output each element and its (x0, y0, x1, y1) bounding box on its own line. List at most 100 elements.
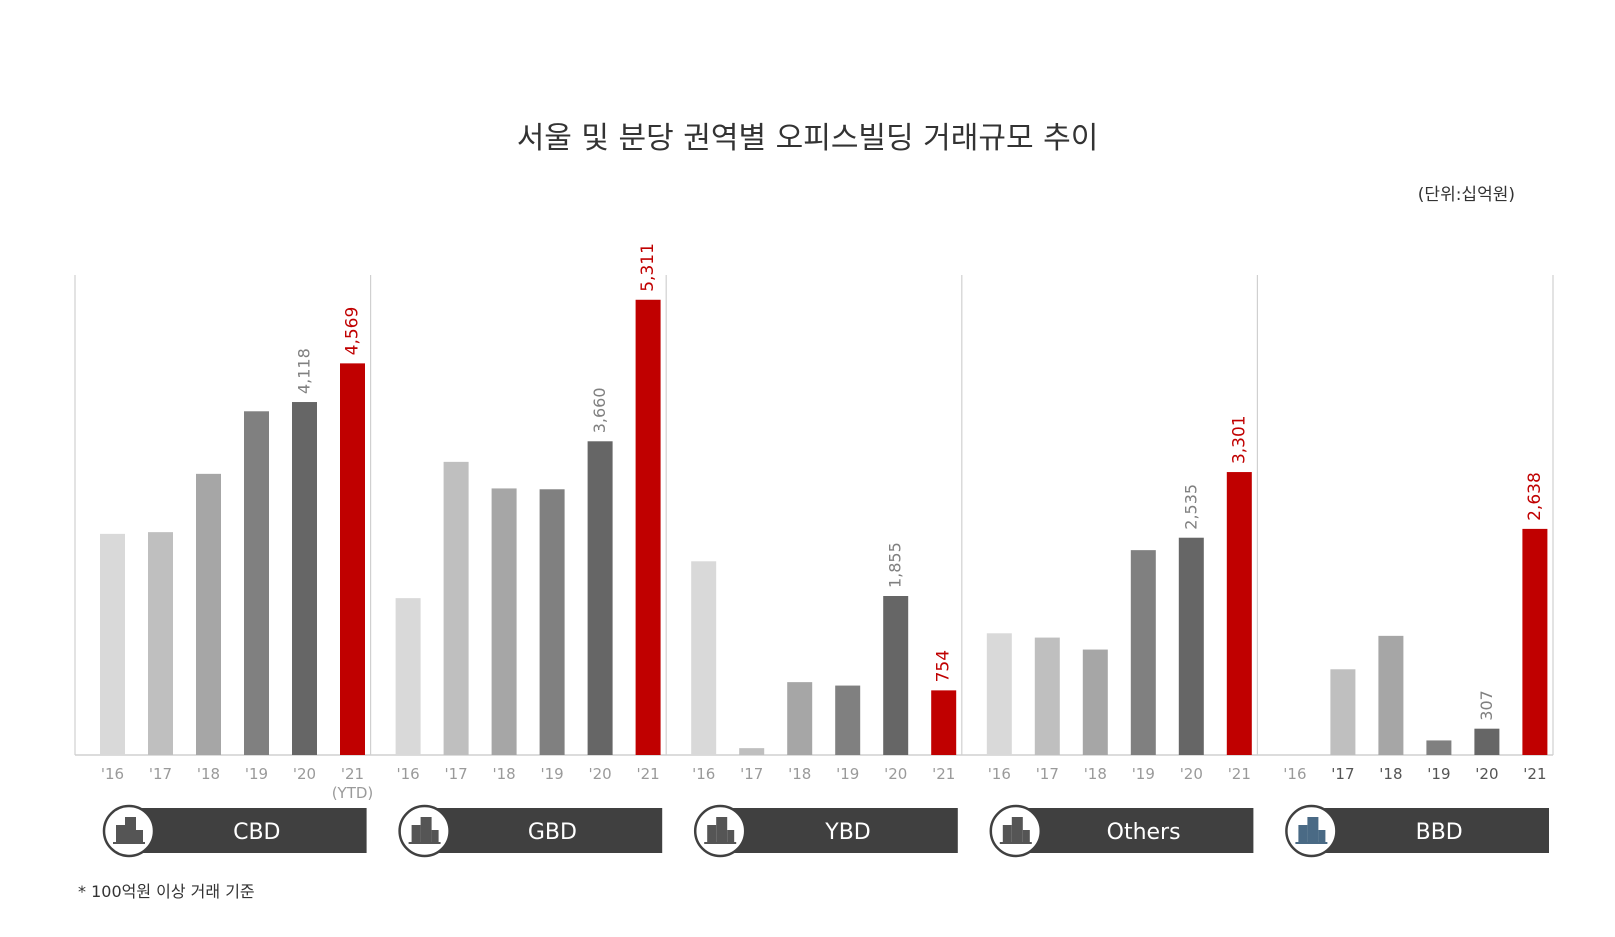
data-label: 1,855 (886, 542, 905, 588)
bar (587, 441, 613, 755)
building-icon-part (716, 817, 728, 843)
unit-label: (단위:십억원) (1417, 185, 1515, 205)
x-tick-sublabel: (YTD) (332, 784, 374, 802)
bar (100, 533, 125, 755)
x-tick-label: '17 (1331, 765, 1354, 783)
data-label: 4,118 (295, 348, 314, 394)
x-tick-label: '20 (293, 765, 316, 783)
bar (691, 561, 717, 755)
x-tick-label: '21 (1228, 765, 1251, 783)
bar (196, 473, 221, 755)
bar (931, 690, 957, 755)
x-tick-label: '16 (396, 765, 419, 783)
x-tick-label: '19 (1132, 765, 1155, 783)
bar (491, 488, 517, 755)
region-label: BBD (1416, 820, 1463, 845)
x-tick-label: '21 (341, 765, 364, 783)
region-tab (422, 808, 663, 853)
x-tick-label: '17 (444, 765, 467, 783)
x-tick-label: '18 (492, 765, 515, 783)
bar (1522, 528, 1548, 755)
bar (443, 461, 469, 755)
x-tick-label: '21 (636, 765, 659, 783)
building-icon-part (116, 825, 125, 843)
bar (292, 402, 317, 755)
data-label: 2,535 (1181, 484, 1200, 530)
building-icon-part (1022, 830, 1030, 843)
x-tick-label: '17 (1036, 765, 1059, 783)
x-tick-label: '20 (1475, 765, 1498, 783)
building-icon-part (707, 825, 717, 843)
data-label: 3,660 (590, 387, 609, 433)
bar (835, 685, 861, 755)
region-tab (1309, 808, 1549, 853)
chart-title: 서울 및 분당 권역별 오피스빌딩 거래규모 추이 (516, 121, 1099, 156)
x-tick-label: '18 (197, 765, 220, 783)
region-label: GBD (528, 820, 577, 845)
building-icon-part (411, 825, 421, 843)
bar (148, 532, 173, 755)
x-tick-label: '17 (149, 765, 172, 783)
x-tick-label: '21 (1523, 765, 1546, 783)
bar (1330, 669, 1356, 755)
data-label: 4,569 (343, 307, 363, 356)
footnote: * 100억원 이상 거래 기준 (78, 882, 255, 901)
building-icon-part (431, 830, 439, 843)
bar (739, 748, 765, 755)
x-tick-label: '18 (1379, 765, 1402, 783)
building-icon-part (125, 817, 136, 843)
building-icon-part (1011, 817, 1023, 843)
x-tick-label: '16 (1283, 765, 1306, 783)
bar (340, 363, 365, 755)
bar (244, 411, 269, 755)
x-tick-label: '18 (1084, 765, 1107, 783)
building-icon-part (136, 830, 143, 843)
data-label: 754 (934, 650, 954, 682)
x-tick-label: '16 (692, 765, 715, 783)
x-tick-label: '19 (540, 765, 563, 783)
region-label: CBD (233, 820, 280, 845)
x-tick-label: '19 (1427, 765, 1450, 783)
bar (1082, 649, 1108, 755)
bar (395, 598, 421, 755)
x-tick-label: '19 (245, 765, 268, 783)
region-tab (1013, 808, 1254, 853)
x-tick-label: '17 (740, 765, 763, 783)
bar (1178, 537, 1204, 755)
bar (986, 633, 1012, 755)
building-icon-part (1002, 825, 1012, 843)
bar (635, 299, 661, 755)
region-tab (127, 808, 367, 853)
building-icon-part (1318, 830, 1326, 843)
x-tick-label: '19 (836, 765, 859, 783)
x-tick-label: '20 (884, 765, 907, 783)
region-label: YBD (824, 820, 870, 845)
building-icon-part (1307, 817, 1319, 843)
bar (1130, 550, 1156, 755)
data-label: 5,311 (638, 243, 658, 292)
building-icon-part (727, 830, 735, 843)
bar (1474, 728, 1500, 755)
x-tick-label: '20 (588, 765, 611, 783)
bar (787, 682, 813, 755)
building-icon-part (420, 817, 432, 843)
bar (539, 489, 565, 755)
data-label: 307 (1477, 690, 1496, 721)
building-icon-part (1298, 825, 1308, 843)
x-tick-label: '16 (988, 765, 1011, 783)
bar (1378, 635, 1404, 755)
bar (883, 596, 909, 755)
data-label: 2,638 (1525, 472, 1545, 521)
x-tick-label: '16 (101, 765, 124, 783)
bar (1034, 637, 1060, 755)
x-tick-label: '18 (788, 765, 811, 783)
bar (1226, 472, 1252, 755)
region-label: Others (1107, 820, 1181, 845)
region-tab (718, 808, 958, 853)
bar (1426, 740, 1452, 755)
x-tick-label: '21 (932, 765, 955, 783)
x-tick-label: '20 (1180, 765, 1203, 783)
data-label: 3,301 (1229, 415, 1249, 464)
